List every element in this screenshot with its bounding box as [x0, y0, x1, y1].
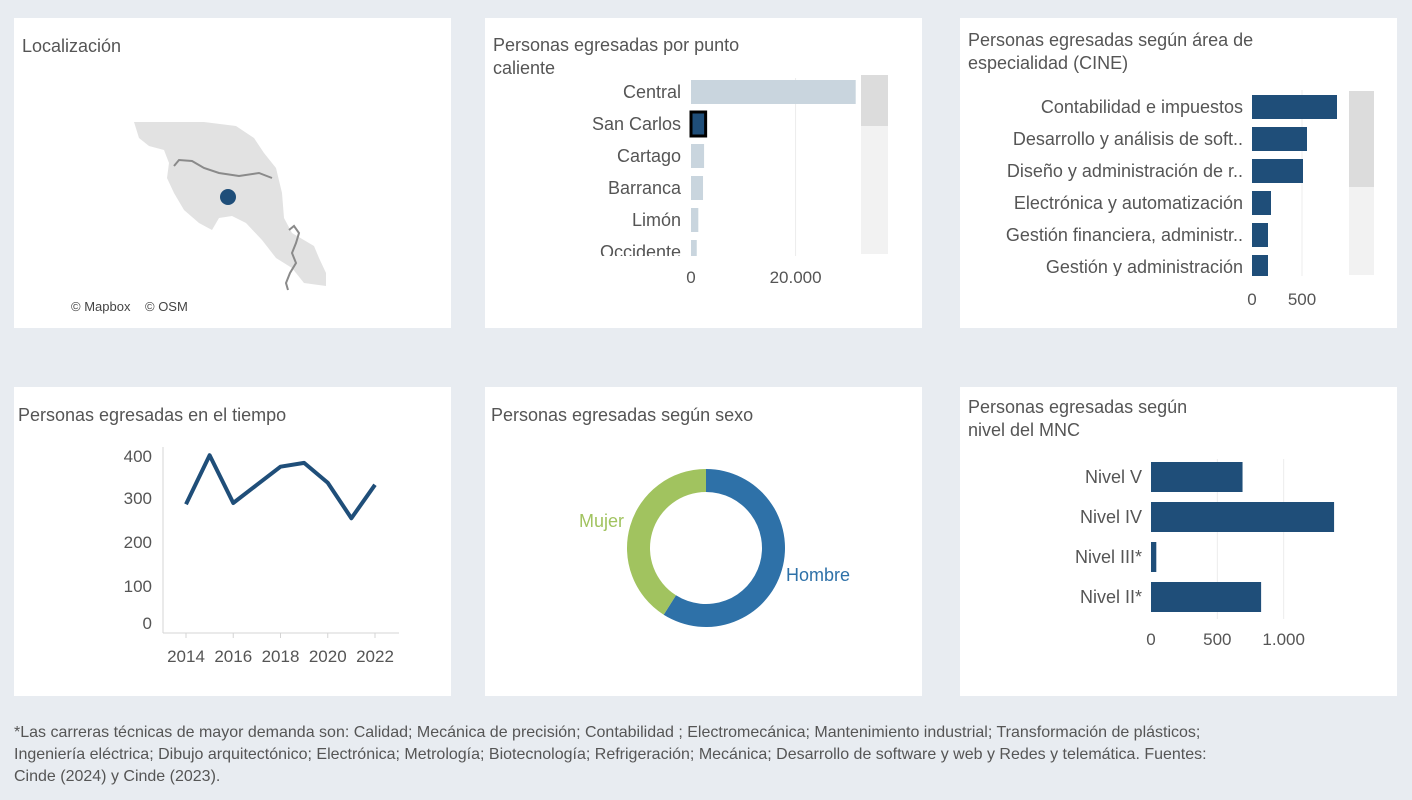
category-label: Barranca	[608, 178, 682, 198]
attribution-mapbox[interactable]: © Mapbox	[71, 299, 131, 314]
mnc-chart: Nivel V Nivel IV Nivel III* Nivel II* 0 500 1.…	[1075, 459, 1335, 649]
scrollbar-thumb[interactable]	[1349, 91, 1374, 187]
bar-nivel-v[interactable]	[1151, 462, 1243, 492]
cine-chart: Contabilidad e impuestos Desarrollo y aná…	[1006, 90, 1374, 309]
bar-electr-nica-y-automatizaci-n[interactable]	[1252, 191, 1271, 215]
category-label: Electrónica y automatización	[1014, 193, 1243, 213]
category-label: Nivel IV	[1080, 507, 1142, 527]
x-tick-label: 2014	[167, 647, 205, 666]
bar-nivel-iii-[interactable]	[1151, 542, 1157, 572]
attribution-osm[interactable]: © OSM	[145, 299, 188, 314]
category-label: Contabilidad e impuestos	[1041, 97, 1243, 117]
x-tick-label: 20.000	[770, 268, 822, 287]
y-tick-label: 300	[124, 489, 152, 508]
x-tick-label: 2022	[356, 647, 394, 666]
slice-mujer[interactable]	[626, 469, 706, 615]
x-tick-label: 1.000	[1262, 630, 1305, 649]
map[interactable]	[14, 18, 451, 328]
hotspot-chart: Central San Carlos Cartago Barranca Limón Occ…	[592, 75, 888, 287]
category-label: Gestión financiera, administr..	[1006, 225, 1243, 245]
category-label: Nivel V	[1085, 467, 1142, 487]
bar-barranca[interactable]	[691, 176, 704, 200]
category-label: Desarrollo y análisis de soft..	[1013, 129, 1243, 149]
bar-desarrollo-y-an-lisis-de-soft-[interactable]	[1252, 127, 1307, 151]
mnc-panel: Personas egresadas según nivel del MNC N…	[960, 387, 1397, 696]
slice-label-hombre: Hombre	[786, 565, 850, 585]
time-chart: 0 100 200 300 400 2014 2016 2018 2020 2022	[124, 447, 399, 666]
category-label: Nivel II*	[1080, 587, 1142, 607]
slice-hombre[interactable]	[663, 469, 785, 627]
category-label: Cartago	[617, 146, 681, 166]
bars-group: Nivel V Nivel IV Nivel III* Nivel II*	[1075, 462, 1335, 612]
category-label: Nivel III*	[1075, 547, 1142, 567]
san-carlos-marker[interactable]	[220, 189, 236, 205]
bar-occidente[interactable]	[691, 240, 697, 264]
bar-nivel-iv[interactable]	[1151, 502, 1335, 532]
category-label: Gestión y administración	[1046, 257, 1243, 277]
footnote: *Las carreras técnicas de mayor demanda …	[14, 724, 1207, 785]
bar-gesti-n-financiera-administr-[interactable]	[1252, 223, 1268, 247]
bar-dise-o-y-administraci-n-de-r-[interactable]	[1252, 159, 1303, 183]
time-title: Personas egresadas en el tiempo	[18, 405, 287, 425]
x-tick-label: 0	[686, 268, 695, 287]
map-title: Localización	[22, 36, 122, 56]
scrollbar-thumb[interactable]	[861, 75, 888, 126]
bar-central[interactable]	[691, 80, 856, 104]
x-tick-label: 0	[1247, 290, 1256, 309]
time-panel: Personas egresadas en el tiempo 0 100 200 3…	[14, 387, 451, 696]
category-label: Diseño y administración de r..	[1007, 161, 1243, 181]
sex-title: Personas egresadas según sexo	[491, 405, 754, 425]
cine-title: Personas egresadas según área de especia…	[968, 30, 1254, 73]
bar-san-carlos[interactable]	[689, 110, 708, 138]
y-tick-label: 200	[124, 533, 152, 552]
bar-lim-n[interactable]	[691, 208, 699, 232]
sex-panel: Personas egresadas según sexo Hombre Muje…	[485, 387, 922, 696]
mnc-title: Personas egresadas según nivel del MNC	[968, 397, 1188, 440]
y-tick-label: 0	[143, 614, 152, 633]
x-tick-label: 500	[1288, 290, 1316, 309]
hotspot-title: Personas egresadas por punto caliente	[493, 35, 740, 78]
bar-gesti-n-y-administraci-n[interactable]	[1252, 255, 1268, 279]
panama-border	[284, 224, 301, 291]
x-tick-label: 2020	[309, 647, 347, 666]
y-tick-label: 100	[124, 577, 152, 596]
cine-panel: Personas egresadas según área de especia…	[960, 18, 1397, 328]
series-line[interactable]	[184, 453, 377, 521]
sex-chart: Hombre Mujer	[579, 469, 850, 627]
nicaragua-border	[173, 158, 273, 179]
category-label: San Carlos	[592, 114, 681, 134]
bars-group: Contabilidad e impuestos Desarrollo y aná…	[1006, 95, 1337, 279]
bars-group: Central San Carlos Cartago Barranca Limón Occ…	[592, 80, 856, 264]
bar-nivel-ii-[interactable]	[1151, 582, 1262, 612]
map-panel: Localización © Mapbox © OSM	[14, 18, 451, 328]
bar-cartago[interactable]	[691, 144, 705, 168]
hotspot-panel: Personas egresadas por punto caliente Ce…	[485, 18, 922, 328]
y-tick-label: 400	[124, 447, 152, 466]
x-tick-label: 500	[1203, 630, 1231, 649]
category-label: Occidente	[600, 242, 681, 262]
category-label: Limón	[632, 210, 681, 230]
x-tick-label: 2016	[214, 647, 252, 666]
x-tick-label: 2018	[262, 647, 300, 666]
x-tick-label: 0	[1146, 630, 1155, 649]
category-label: Central	[623, 82, 681, 102]
slice-label-mujer: Mujer	[579, 511, 624, 531]
bar-contabilidad-e-impuestos[interactable]	[1252, 95, 1337, 119]
